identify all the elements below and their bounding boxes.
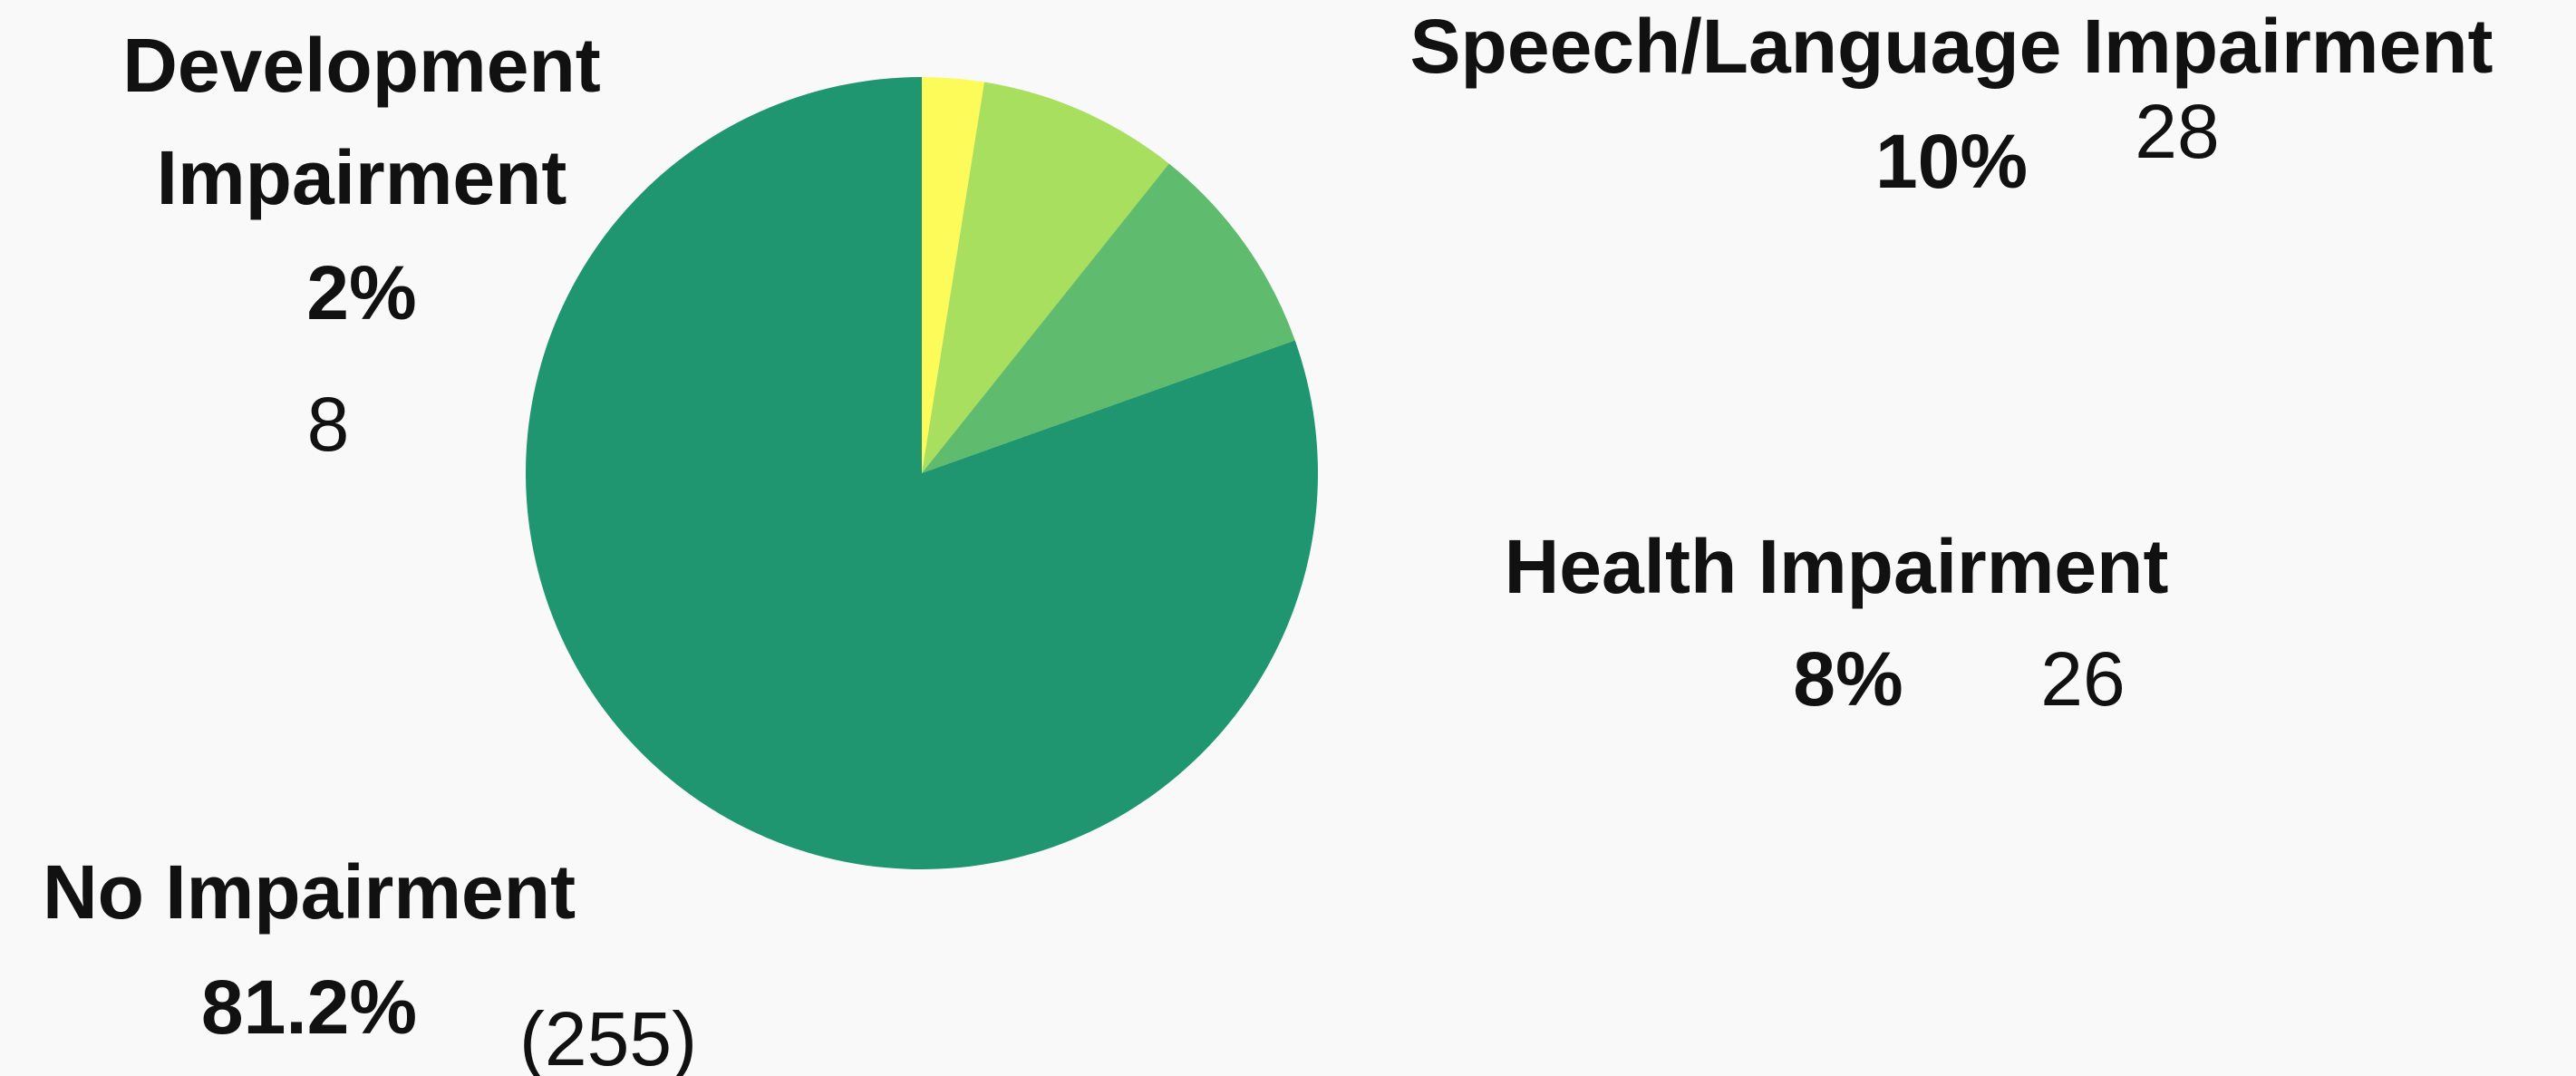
percent-label: 2%: [306, 250, 417, 335]
slice-name: Speech/Language Impairment: [1409, 4, 2494, 89]
pie-slice: [922, 77, 985, 473]
pie-slice: [526, 77, 1319, 869]
slice-name: No Impairment: [42, 849, 576, 935]
slice-name: Development Impairment: [122, 23, 601, 220]
count-label: 28: [2135, 89, 2220, 174]
count-label: 26: [2040, 636, 2126, 722]
percent-label: 8%: [1793, 636, 1903, 722]
percent-label: 81.2%: [200, 965, 418, 1050]
pie-slice: [922, 163, 1295, 474]
count-label: 8: [306, 382, 350, 467]
pie-slice: [922, 82, 1169, 473]
count-label: (255): [518, 996, 698, 1076]
slice-name: Health Impairment: [1504, 524, 2169, 609]
percent-label: 10%: [1874, 119, 2029, 204]
